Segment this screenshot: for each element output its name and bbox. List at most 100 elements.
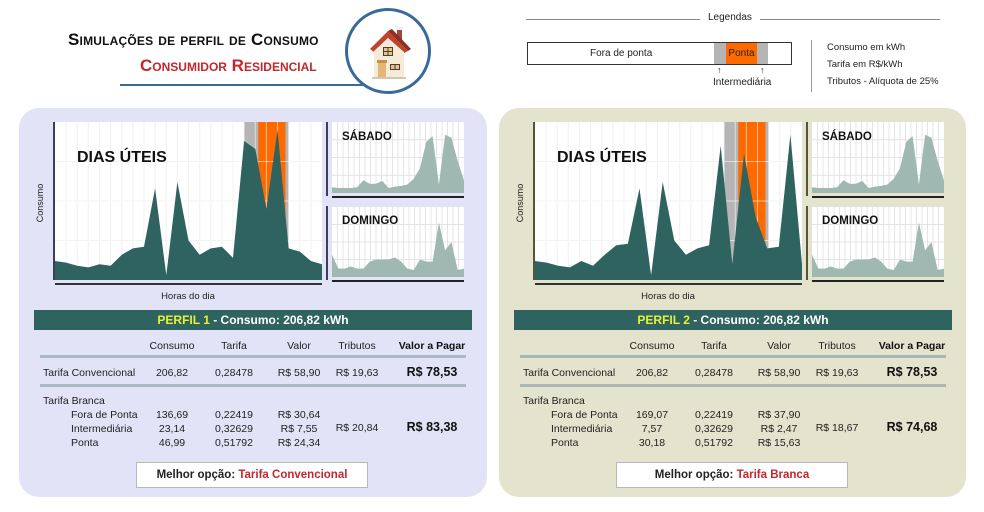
- table-divider: [40, 384, 466, 387]
- y-axis-label: Consumo: [515, 184, 525, 223]
- house-icon: [370, 27, 411, 79]
- cell-valor: R$ 24,34: [277, 437, 321, 449]
- cell-total: R$ 78,53: [406, 365, 458, 379]
- profile-header-bar: PERFIL 2 - Consumo: 206,82 kWh: [514, 310, 952, 330]
- cell-tarifa: 0,51792: [215, 437, 253, 449]
- best-option-label: Melhor opção:: [654, 469, 737, 481]
- profile-header-bar: PERFIL 1 - Consumo: 206,82 kWh: [34, 310, 472, 330]
- row-label: Ponta: [551, 437, 579, 449]
- weekday-label: DIAS ÚTEIS: [77, 147, 167, 166]
- cell-valor: R$ 30,64: [277, 409, 321, 421]
- cell-consumo: 206,82: [155, 367, 189, 379]
- legend-rule-right: [760, 19, 940, 20]
- col-tarifa: Tarifa: [221, 340, 247, 352]
- legend-note-tarifa: Tarifa em R$/kWh: [827, 59, 903, 70]
- cell-consumo: 136,69: [155, 409, 189, 421]
- cell-consumo: 7,57: [641, 423, 663, 435]
- x-axis-label: Horas do dia: [641, 291, 696, 302]
- profile-name: PERFIL 2: [637, 313, 690, 327]
- cell-total: R$ 78,53: [886, 365, 938, 379]
- cell-valor: R$ 37,90: [757, 409, 801, 421]
- arrow-up-icon: ↑: [717, 65, 722, 75]
- y-axis-label: Consumo: [35, 184, 45, 223]
- col-valor: Valor: [767, 340, 791, 352]
- cell-consumo: 169,07: [635, 409, 669, 421]
- title-underline: [120, 84, 370, 86]
- weekday-chart: DIAS ÚTEIS Consumo Horas do dia: [35, 122, 328, 302]
- cell-tarifa: 0,28478: [215, 367, 253, 379]
- legend-note-tributos: Tributos - Alíquota de 25%: [827, 76, 939, 87]
- legend-time-bar: Fora de ponta Ponta: [527, 42, 792, 65]
- legend-fora-de-ponta: Fora de ponta: [590, 48, 653, 59]
- sunday-chart: DOMINGO: [812, 207, 944, 282]
- table-divider: [520, 384, 946, 387]
- legend-rule-left: [526, 19, 700, 20]
- best-option-label: Melhor opção:: [156, 469, 239, 481]
- col-tarifa: Tarifa: [701, 340, 727, 352]
- consumption-charts: DIAS ÚTEIS Consumo Horas do dia SÁBADO D…: [515, 122, 944, 302]
- cell-tarifa: 0,22419: [215, 409, 253, 421]
- page-title: Simulações de perfil de Consumo: [68, 30, 319, 49]
- profile-consumption: - Consumo: 206,82 kWh: [689, 313, 829, 327]
- row-label: Fora de Ponta: [71, 409, 138, 421]
- sunday-chart: DOMINGO: [332, 207, 464, 282]
- cell-consumo: 46,99: [158, 437, 186, 449]
- table-divider: [40, 355, 466, 358]
- legend-ponta-band: Ponta: [726, 43, 757, 64]
- profile-panel-2: DIAS ÚTEIS Consumo Horas do dia SÁBADO D…: [499, 108, 966, 497]
- col-valor: Valor: [287, 340, 311, 352]
- profile-name: PERFIL 1: [157, 313, 210, 327]
- legend-intermediaria: Intermediária: [713, 77, 772, 88]
- row-label: Fora de Ponta: [551, 409, 618, 421]
- cell-tarifa: 0,28478: [695, 367, 733, 379]
- cell-tarifa: 0,32629: [695, 423, 733, 435]
- best-option-value: Tarifa Convencional: [238, 469, 348, 481]
- branca-label: Tarifa Branca: [523, 395, 585, 407]
- branca-total: R$ 83,38: [406, 420, 458, 434]
- row-label: Intermediária: [71, 423, 133, 435]
- x-axis-label: Horas do dia: [161, 291, 216, 302]
- row-label: Intermediária: [551, 423, 613, 435]
- house-icon-frame: [345, 8, 431, 94]
- row-label: Ponta: [71, 437, 99, 449]
- col-tributos: Tributos: [338, 340, 376, 352]
- cell-valor: R$ 58,90: [277, 367, 321, 379]
- branca-label: Tarifa Branca: [43, 395, 105, 407]
- sunday-label: DOMINGO: [342, 215, 398, 227]
- sunday-label: DOMINGO: [822, 215, 878, 227]
- profile-consumption: - Consumo: 206,82 kWh: [209, 313, 349, 327]
- weekday-label: DIAS ÚTEIS: [557, 147, 647, 166]
- legend-note-consumo: Consumo em kWh: [827, 42, 906, 53]
- cell-tarifa: 0,32629: [215, 423, 253, 435]
- best-option-box: Melhor opção: Tarifa Convencional: [136, 462, 368, 488]
- best-option-box: Melhor opção: Tarifa Branca: [616, 462, 848, 488]
- saturday-chart: SÁBADO: [812, 122, 944, 198]
- col-consumo: Consumo: [149, 340, 195, 352]
- page-subtitle: Consumidor Residencial: [140, 56, 317, 75]
- row-label: Tarifa Convencional: [43, 367, 136, 379]
- cell-tarifa: 0,22419: [695, 409, 733, 421]
- legend-divider: [811, 40, 812, 92]
- legend-title: Legendas: [708, 12, 752, 23]
- branca-tributos: R$ 20,84: [335, 422, 379, 434]
- cell-valor: R$ 2,47: [760, 423, 798, 435]
- profile-panel-1: DIAS ÚTEIS Consumo Horas do dia SÁBADO D…: [19, 108, 487, 497]
- cell-valor: R$ 15,63: [757, 437, 801, 449]
- saturday-label: SÁBADO: [822, 130, 872, 143]
- cell-consumo: 23,14: [158, 423, 186, 435]
- cell-tributos: R$ 19,63: [335, 367, 379, 379]
- col-valor-a-pagar: Valor a Pagar: [398, 340, 466, 352]
- cell-valor: R$ 58,90: [757, 367, 801, 379]
- col-valor-a-pagar: Valor a Pagar: [878, 340, 946, 352]
- col-tributos: Tributos: [818, 340, 856, 352]
- branca-tributos: R$ 18,67: [815, 422, 859, 434]
- arrow-up-icon: ↑: [760, 65, 765, 75]
- cell-consumo: 30,18: [638, 437, 666, 449]
- cell-consumo: 206,82: [635, 367, 669, 379]
- cell-tributos: R$ 19,63: [815, 367, 859, 379]
- saturday-label: SÁBADO: [342, 130, 392, 143]
- cell-valor: R$ 7,55: [280, 423, 318, 435]
- cell-tarifa: 0,51792: [695, 437, 733, 449]
- weekday-chart: DIAS ÚTEIS Consumo Horas do dia: [515, 122, 808, 302]
- best-option-value: Tarifa Branca: [736, 469, 810, 481]
